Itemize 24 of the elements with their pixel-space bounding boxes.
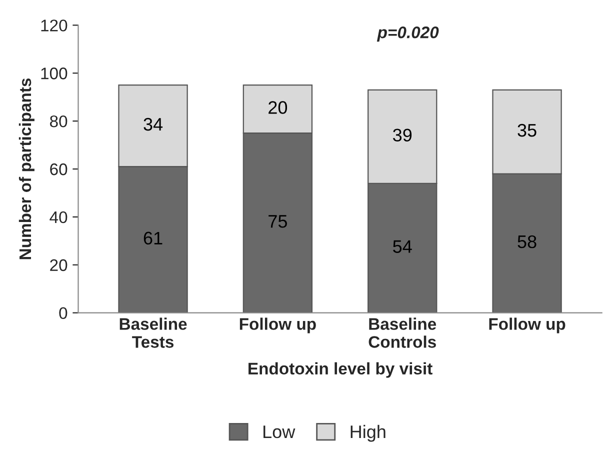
data-label: 20 — [268, 101, 288, 114]
data-label: 61 — [144, 232, 162, 245]
annotation: p=0.020 — [376, 26, 439, 42]
data-label: 34 — [144, 118, 163, 131]
y-tick-label: 0 — [59, 307, 68, 320]
y-tick-label: 100 — [41, 68, 68, 80]
y-tick-label: 40 — [50, 211, 68, 224]
x-tick-label: Follow up — [240, 318, 316, 334]
x-axis-title: Endotoxin level by visit — [248, 362, 432, 378]
data-label: 58 — [518, 235, 536, 248]
data-label: 75 — [268, 215, 287, 228]
y-tick-label: 20 — [50, 259, 68, 272]
y-tick-label: 120 — [41, 20, 68, 32]
legend-label: Low — [264, 426, 296, 438]
data-label: 54 — [393, 240, 412, 253]
data-label: 39 — [393, 128, 412, 142]
x-tick-label: Follow up — [489, 318, 566, 334]
y-tick-label: 80 — [50, 115, 68, 128]
data-label: 35 — [518, 124, 536, 137]
x-tick-label: Baseline Tests — [120, 318, 187, 348]
legend-label: High — [350, 424, 386, 442]
y-tick-label: 60 — [50, 163, 68, 176]
x-tick-label: Baseline Controls — [368, 318, 436, 348]
y-axis-title: Number of participants — [18, 78, 34, 260]
